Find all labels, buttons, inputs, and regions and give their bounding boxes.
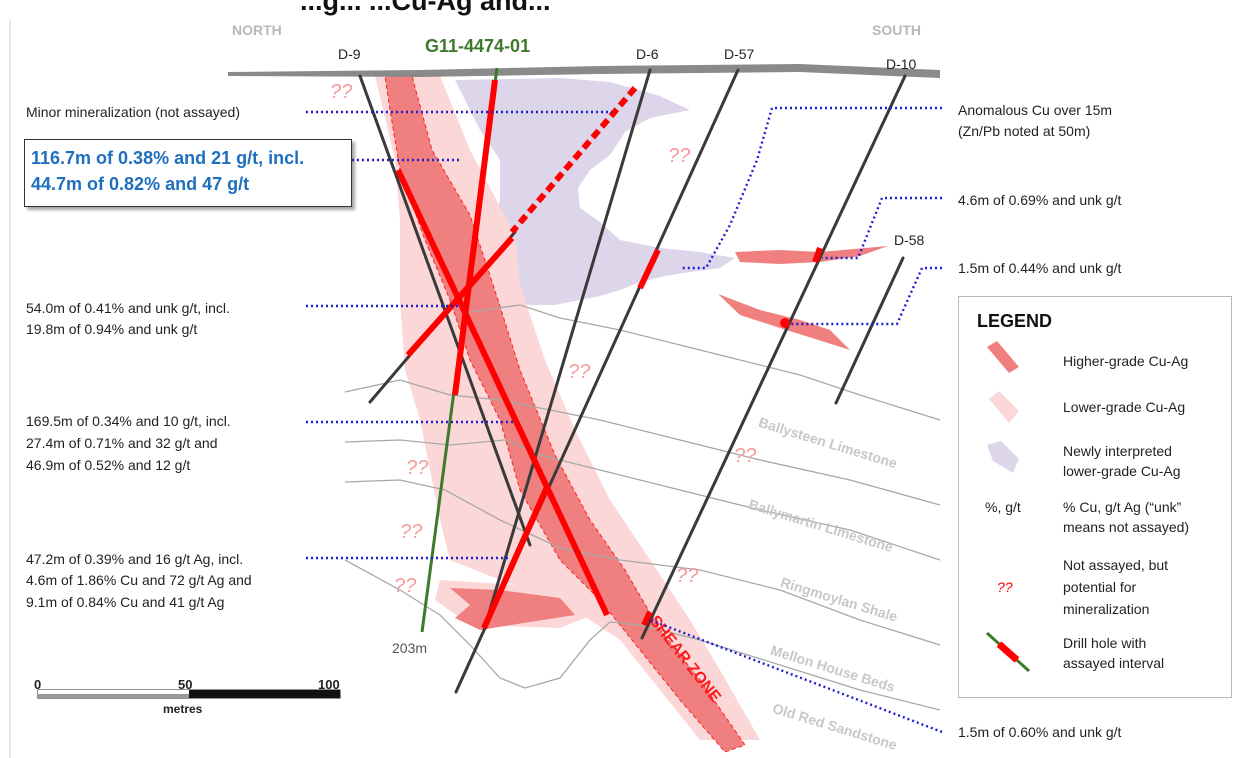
legend: LEGEND Higher-grade Cu-Ag Lower-grade Cu… [958,296,1232,698]
assay-d6 [481,483,551,630]
legend-title: LEGEND [977,311,1053,331]
annotation-minor: Minor mineralization (not assayed) [26,104,240,120]
annotation-d9-1: 54.0m of 0.41% and unk g/t, incl. [26,300,230,316]
highlight-callout: 116.7m of 0.38% and 21 g/t, incl. 44.7m … [24,139,352,207]
unassayed-marker: ?? [394,575,417,597]
legend-swatch-newly [987,441,1019,473]
contact-ballymartin [344,379,941,506]
ground-surface [228,64,940,78]
highlight-line-1: 116.7m of 0.38% and 21 g/t, incl. [31,148,305,168]
assay-d9 [395,168,610,617]
contact-ringmoylan [344,439,941,561]
scale-tick-100: 100 [318,677,340,692]
assay-g11 [452,79,498,396]
annotation-d57-1: 47.2m of 0.39% and 16 g/t Ag, incl. [26,551,244,567]
annotation-right-2: 1.5m of 0.44% and unk g/t [958,260,1122,276]
unassayed-marker: ?? [568,361,591,383]
hole-d6 [482,68,652,632]
legend-drill-2: assayed interval [1063,655,1165,671]
legend-units-2: means not assayed) [1063,519,1190,535]
figure-title: ...g... ...Cu-Ag and... [300,0,551,16]
legend-newly-2: lower-grade Cu-Ag [1063,463,1181,479]
legend-na-3: mineralization [1063,601,1150,617]
unassayed-marker: ?? [734,445,757,467]
assay-point-d10 [780,318,790,328]
assay-d10-bottom [641,610,653,627]
highlight-line-2: 44.7m of 0.82% and 47 g/t [31,174,250,194]
legend-lower: Lower-grade Cu-Ag [1063,399,1186,415]
legend-na-2: potential for [1063,579,1137,595]
scale-bar [37,689,341,699]
annotation-d6-2: 27.4m of 0.71% and 32 g/t and [26,435,218,451]
annotation-anomalous-2: (Zn/Pb noted at 50m) [958,123,1091,139]
contact-ballysteen [469,304,941,421]
annotation-d57-3: 9.1m of 0.84% Cu and 41 g/t Ag [26,594,225,610]
legend-swatch-higher [987,341,1019,373]
newly-interpreted-zone [455,78,735,305]
annotation-d6-3: 46.9m of 0.52% and 12 g/t [26,457,191,473]
annotation-right-1: 4.6m of 0.69% and unk g/t [958,192,1122,208]
annotation-d6-1: 169.5m of 0.34% and 10 g/t, incl. [26,413,231,429]
scale-unit: metres [163,702,203,716]
assay-d57-short [637,248,661,290]
unassayed-marker: ?? [668,145,691,167]
assay-d6-dashed [509,86,638,234]
label-hole-d9: D-9 [338,46,361,62]
legend-na-1: Not assayed, but [1063,557,1169,573]
assay-d9-lower [405,236,515,357]
legend-na-symbol: ?? [997,579,1013,595]
label-hole-d10: D-10 [886,56,917,72]
higher-grade-lens-d57 [735,246,888,264]
legend-units-1: % Cu, g/t Ag (“unk” [1063,499,1182,515]
hole-d58 [834,256,905,405]
unassayed-marker: ?? [676,565,699,587]
label-north: NORTH [232,22,282,38]
annotation-d9-2: 19.8m of 0.94% and unk g/t [26,321,198,337]
legend-drill-1: Drill hole with [1063,635,1147,651]
label-hole-d57: D-57 [724,46,755,62]
label-hole-d58: D-58 [894,232,925,248]
unassayed-marker: ?? [330,81,353,103]
annotation-right-3: 1.5m of 0.60% and unk g/t [958,724,1122,740]
label-g11-depth: 203m [392,640,428,656]
unassayed-marker: ?? [400,521,423,543]
legend-swatch-lower [989,391,1019,423]
scale-tick-0: 0 [34,677,42,692]
annotation-d57-2: 4.6m of 1.86% Cu and 72 g/t Ag and [26,572,252,588]
annotation-anomalous-1: Anomalous Cu over 15m [958,102,1113,118]
label-hole-d6: D-6 [636,46,659,62]
higher-grade-lens-bottom [450,588,575,630]
label-south: SOUTH [872,22,921,38]
legend-swatch-drill [985,631,1031,673]
unassayed-marker: ?? [406,457,429,479]
legend-newly-1: Newly interpreted [1063,443,1172,459]
scale-tick-50: 50 [178,677,193,692]
label-hole-g11: G11-4474-01 [425,36,531,56]
contact-mellon [344,479,941,646]
legend-units-symbol: %, g/t [985,499,1021,515]
legend-higher: Higher-grade Cu-Ag [1063,353,1189,369]
